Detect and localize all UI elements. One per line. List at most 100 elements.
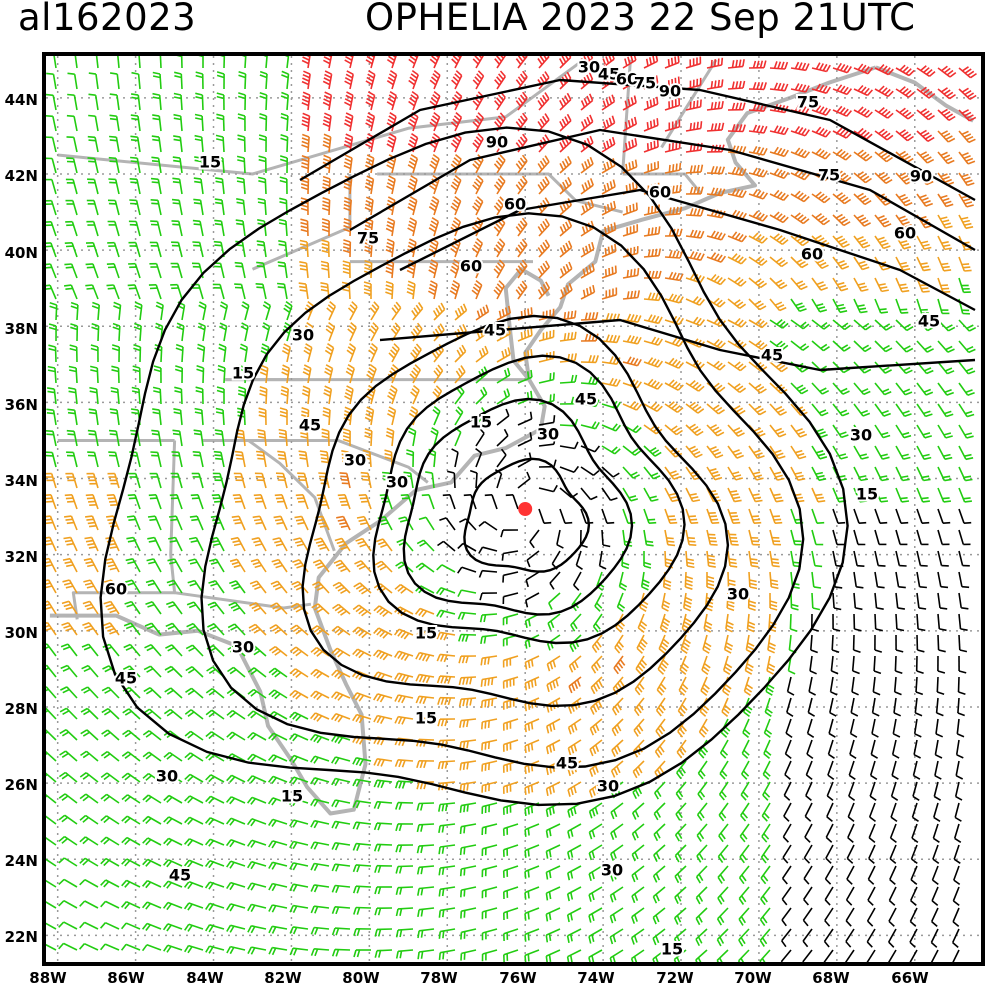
wind-barb	[472, 70, 485, 90]
wind-barb	[685, 550, 695, 569]
wind-barb	[769, 445, 786, 460]
wind-barb	[611, 739, 624, 757]
wind-barb	[141, 879, 162, 889]
wind-barb	[122, 665, 141, 678]
wind-barb	[373, 714, 393, 724]
wind-barb	[537, 113, 550, 132]
wind-barb	[888, 886, 897, 906]
wind-barb	[664, 508, 678, 524]
wind-barb	[195, 386, 204, 405]
wind-barb	[289, 689, 309, 700]
wind-barb	[916, 151, 935, 164]
wind-barb	[853, 277, 869, 292]
wind-barb	[438, 823, 456, 834]
wind-barb	[802, 949, 813, 962]
wind-barb	[268, 645, 288, 657]
wind-barb	[469, 469, 478, 489]
wind-barb	[150, 199, 162, 216]
wind-barb	[824, 907, 834, 927]
wind-barb	[259, 364, 269, 384]
contour-label: 75	[634, 74, 656, 93]
wind-barb	[46, 242, 57, 258]
wind-barb	[267, 754, 288, 763]
wind-barb	[79, 772, 99, 783]
wind-barb	[766, 655, 776, 675]
wind-barb	[727, 253, 747, 265]
wind-barb	[165, 622, 183, 636]
wind-barb	[310, 926, 330, 935]
wind-barb	[769, 233, 789, 246]
wind-barb	[832, 256, 850, 270]
wind-barb	[610, 802, 624, 820]
wind-barb	[515, 175, 528, 195]
lat-label-28n: 28N	[4, 700, 38, 718]
wind-barb	[790, 382, 809, 395]
wind-barb	[761, 802, 771, 822]
wind-barb	[205, 945, 225, 954]
wind-barb	[790, 190, 810, 203]
wind-barb	[100, 836, 120, 846]
wind-barb	[241, 301, 250, 321]
wind-barb	[537, 281, 551, 300]
wind-barb	[365, 112, 376, 132]
wind-barb	[762, 781, 771, 801]
wind-barb	[386, 56, 397, 69]
wind-barb	[525, 571, 540, 588]
wind-barb	[912, 760, 921, 780]
wind-barb	[458, 676, 477, 686]
wind-barb	[515, 154, 528, 174]
wind-barb	[853, 340, 872, 353]
wind-barb	[524, 655, 540, 670]
wind-barb	[159, 56, 162, 69]
wind-barb	[524, 928, 540, 942]
wind-barb	[727, 276, 747, 287]
wind-barb	[958, 277, 971, 294]
wind-barb	[121, 858, 141, 867]
wind-barb	[213, 262, 225, 279]
wind-barb	[937, 277, 951, 293]
wind-barb	[46, 943, 57, 951]
wind-barb	[132, 365, 141, 384]
wind-barb	[394, 650, 414, 662]
wind-barb	[580, 284, 596, 300]
wind-barb	[832, 529, 845, 546]
wind-barb	[790, 61, 810, 72]
wind-barb	[300, 197, 309, 216]
wind-barb	[664, 98, 681, 111]
wind-barb	[685, 77, 702, 90]
wind-barb	[343, 154, 353, 174]
wind-barb	[601, 400, 621, 410]
wind-barb	[310, 625, 330, 636]
wind-barb	[727, 445, 744, 459]
wind-barb	[664, 293, 684, 304]
wind-barb	[369, 301, 380, 321]
wind-barb	[937, 65, 957, 78]
wind-barb	[310, 948, 330, 957]
wind-barb	[808, 676, 816, 696]
wind-barb	[493, 196, 506, 216]
wind-barb	[80, 686, 99, 699]
wind-barb	[515, 56, 528, 69]
wind-barb	[748, 210, 769, 222]
wind-barb	[664, 271, 684, 282]
wind-barb	[893, 697, 902, 717]
wind-barb	[111, 344, 120, 363]
wind-barb	[48, 344, 57, 363]
wind-barb	[104, 558, 120, 573]
wind-barb	[643, 161, 660, 174]
wind-barb	[184, 752, 204, 762]
contour-label: 30	[156, 767, 178, 786]
wind-barb	[454, 303, 468, 321]
wind-barb	[415, 673, 435, 684]
wind-barb	[322, 112, 332, 132]
wind-barb	[828, 718, 836, 738]
wind-barb	[874, 319, 893, 331]
wind-barb	[664, 250, 684, 259]
wind-barb	[874, 85, 894, 98]
wind-barb	[556, 529, 564, 549]
wind-barb	[66, 136, 78, 153]
wind-barb	[853, 508, 867, 524]
wind-barb	[515, 91, 528, 111]
wind-barb	[334, 537, 351, 552]
wind-barb	[457, 611, 477, 620]
